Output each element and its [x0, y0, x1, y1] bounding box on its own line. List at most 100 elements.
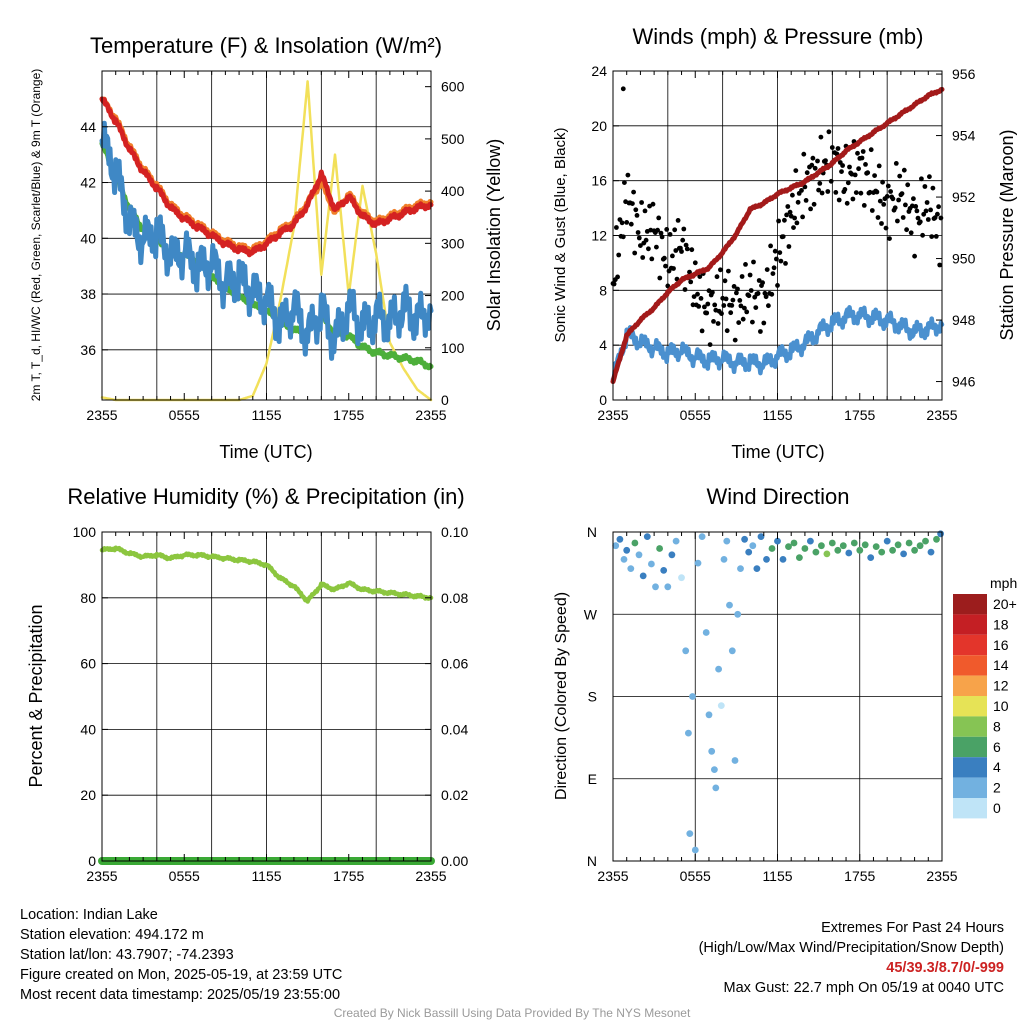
- winds-gust-point: [845, 180, 851, 186]
- temperature-xlabel: Time (UTC): [219, 442, 312, 462]
- winds-xlabel: Time (UTC): [731, 442, 824, 462]
- direction-point: [768, 545, 776, 552]
- temperature-ytick-label-right: 0: [441, 392, 449, 408]
- speed-legend-label: 0: [993, 800, 1001, 816]
- winds-gust-point: [890, 196, 896, 202]
- winds-gust-point: [917, 219, 923, 225]
- winds-gust-point: [929, 234, 935, 240]
- winds-gust-point: [800, 214, 805, 220]
- direction-point: [728, 647, 736, 655]
- winds-gust-point: [729, 303, 735, 308]
- direction-point: [623, 546, 631, 554]
- direction-point: [927, 548, 935, 556]
- winds-gust-point: [840, 163, 845, 168]
- winds-gust-point: [671, 266, 676, 271]
- winds-gust-point: [721, 303, 727, 308]
- direction-point: [905, 539, 913, 547]
- winds-gust-point: [858, 190, 864, 196]
- winds-ytick-label-left: 20: [591, 118, 607, 134]
- winds-gust-point: [804, 170, 810, 176]
- winds-gust-point: [901, 167, 907, 173]
- temperature-xtick-label: 2355: [415, 407, 446, 423]
- winds-gust-point: [732, 337, 738, 343]
- winds-gust-point: [646, 246, 651, 252]
- winds-gust-point: [816, 187, 821, 193]
- winds-gust-point: [915, 215, 921, 221]
- temperature-ytick-label-left: 42: [80, 175, 96, 191]
- humidity-grid: [102, 531, 431, 862]
- winds-gust-point: [683, 242, 689, 248]
- direction-point: [807, 537, 814, 545]
- direction-xtick-label: 1155: [762, 868, 792, 884]
- direction-panel: Wind Direction 2355 0555 1155 1755 2355NESWN…: [553, 484, 1017, 884]
- max-gust: Max Gust: 22.7 mph On 05/19 at 0040 UTC: [723, 980, 1004, 996]
- temperature-grid: [102, 71, 431, 400]
- direction-point: [753, 565, 761, 572]
- humidity-title: Relative Humidity (%) & Precipitation (i…: [67, 484, 464, 509]
- winds-gust-point: [808, 206, 813, 212]
- winds-gust-point: [884, 194, 890, 199]
- winds-gust-point: [656, 215, 662, 221]
- direction-point: [823, 550, 831, 558]
- direction-point: [828, 539, 836, 547]
- speed-legend-swatch: [953, 798, 987, 819]
- winds-gust-point: [932, 215, 938, 221]
- winds-gust-point: [630, 201, 635, 207]
- winds-gust-point: [856, 166, 861, 172]
- temperature-title: Temperature (F) & Insolation (W/m²): [90, 33, 442, 58]
- winds-gust-point: [899, 191, 905, 197]
- winds-gust-point: [739, 274, 745, 279]
- winds-gust-point: [920, 232, 925, 238]
- winds-gust-point: [852, 172, 858, 178]
- temperature-line-2mt: [99, 96, 434, 258]
- winds-ytick-label-left: 24: [591, 63, 607, 79]
- humidity-ytick-label-right: 0.10: [441, 524, 468, 540]
- direction-point: [717, 702, 725, 709]
- winds-gust-point: [620, 234, 626, 240]
- direction-point: [845, 549, 853, 557]
- winds-gust-point: [712, 302, 718, 308]
- direction-ylabel-left: Direction (Colored By Speed): [553, 592, 570, 800]
- winds-gust-point: [760, 280, 765, 286]
- winds-gust-point: [724, 328, 730, 334]
- direction-ytick-label: N: [587, 853, 597, 869]
- winds-gust-point: [938, 215, 944, 221]
- direction-point: [656, 545, 663, 552]
- winds-gust-point: [791, 225, 796, 231]
- winds-gust-point: [702, 304, 707, 310]
- speed-legend-swatch: [953, 614, 987, 635]
- winds-gust-point: [730, 297, 736, 303]
- winds-gust-point: [835, 146, 841, 151]
- direction-point: [834, 546, 842, 554]
- winds-gust-point: [836, 197, 842, 203]
- winds-gust-point: [887, 236, 892, 242]
- direction-xtick-label: 2355: [597, 868, 628, 884]
- winds-gust-point: [718, 267, 723, 273]
- winds-gust-point: [650, 201, 656, 207]
- winds-gust-point: [691, 294, 697, 299]
- speed-legend-title: mph: [990, 575, 1017, 591]
- winds-gust-point: [631, 189, 636, 195]
- winds-gust-point: [865, 170, 871, 176]
- temperature-ylabel-right: Solar Insolation (Yellow): [484, 139, 504, 331]
- extremes-subtitle: (High/Low/Max Wind/Precipitation/Snow De…: [698, 940, 1004, 956]
- winds-gust-point: [723, 296, 729, 302]
- humidity-ytick-label-left: 100: [73, 524, 97, 540]
- winds-gust-point: [919, 176, 924, 182]
- winds-ytick-label-right: 948: [952, 312, 976, 328]
- winds-gust-point: [892, 205, 898, 211]
- humidity-ytick-label-right: 0.00: [441, 853, 468, 869]
- extremes-info: Extremes For Past 24 Hours (High/Low/Max…: [699, 918, 1004, 998]
- winds-gust-point: [787, 209, 793, 215]
- winds-gust-point: [664, 227, 670, 232]
- speed-legend-label: 4: [993, 759, 1001, 775]
- humidity-ytick-label-left: 40: [80, 721, 96, 737]
- winds-gust-point: [679, 249, 684, 254]
- winds-gust-point: [876, 163, 882, 169]
- direction-point: [790, 539, 798, 547]
- speed-legend-swatch: [953, 757, 987, 778]
- winds-ytick-label-left: 8: [599, 282, 607, 298]
- winds-gust-point: [751, 259, 756, 265]
- winds-gust-point: [633, 207, 639, 213]
- direction-point: [639, 572, 647, 580]
